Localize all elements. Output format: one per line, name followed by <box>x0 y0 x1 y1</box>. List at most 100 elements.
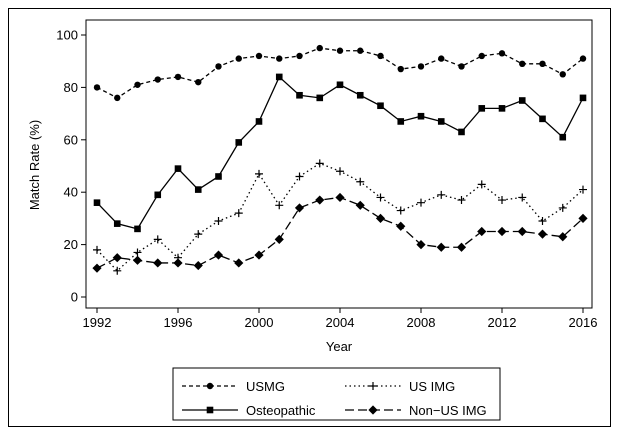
legend-marker-osteopathic <box>206 406 214 414</box>
data-point-non-us-img <box>193 260 203 271</box>
series-line-osteopathic <box>96 75 584 230</box>
data-point-usmg <box>438 55 445 62</box>
data-point-usmg <box>235 55 242 62</box>
x-tick-label: 2000 <box>245 315 274 330</box>
data-point-us-img <box>113 266 122 275</box>
data-point-us-img <box>133 248 142 257</box>
data-point-non-us-img <box>315 195 325 205</box>
data-point-non-us-img <box>436 242 446 252</box>
data-point-non-us-img <box>153 258 163 268</box>
y-tick-label: 0 <box>71 290 78 305</box>
data-point-usmg <box>397 65 404 73</box>
data-point-osteopathic <box>296 91 303 99</box>
data-point-osteopathic <box>539 115 546 123</box>
data-point-osteopathic <box>154 191 162 199</box>
y-tick-label: 60 <box>64 132 78 147</box>
data-point-osteopathic <box>235 139 243 146</box>
data-point-usmg <box>296 52 303 60</box>
data-point-non-us-img <box>416 240 426 250</box>
data-point-us-img <box>376 193 385 202</box>
data-point-us-img <box>93 245 101 254</box>
data-point-us-img <box>194 230 203 239</box>
data-point-osteopathic <box>316 94 324 102</box>
y-axis-title: Match Rate (%) <box>27 120 42 210</box>
data-point-osteopathic <box>417 112 425 120</box>
data-point-non-us-img <box>578 213 588 223</box>
data-point-usmg <box>134 81 141 88</box>
data-point-non-us-img <box>375 213 386 223</box>
data-point-us-img <box>538 217 547 226</box>
legend-label-non-us-img: Non−US IMG <box>409 403 487 418</box>
data-point-us-img <box>275 201 284 210</box>
legend-label-usmg: USMG <box>246 379 285 394</box>
data-point-us-img <box>518 193 527 202</box>
data-point-us-img <box>417 198 425 207</box>
data-point-osteopathic <box>93 199 101 206</box>
data-point-usmg <box>336 47 344 54</box>
data-point-osteopathic <box>478 105 486 112</box>
y-tick-label: 80 <box>64 80 78 95</box>
data-point-usmg <box>377 52 384 60</box>
data-point-non-us-img <box>558 232 568 242</box>
data-point-non-us-img <box>537 229 548 239</box>
data-point-usmg <box>154 76 161 83</box>
data-point-us-img <box>336 167 344 176</box>
data-point-usmg <box>316 44 323 52</box>
data-point-non-us-img <box>396 221 406 231</box>
data-point-non-us-img <box>254 250 264 260</box>
data-point-usmg <box>417 63 425 70</box>
y-tick-label: 40 <box>64 185 78 200</box>
data-point-us-img <box>356 177 365 186</box>
x-tick-label: 2016 <box>569 315 598 330</box>
data-point-us-img <box>457 196 466 205</box>
x-axis-title: Year <box>326 339 353 354</box>
data-point-non-us-img <box>234 258 244 268</box>
data-point-osteopathic <box>113 220 121 227</box>
data-point-usmg <box>255 52 263 60</box>
data-point-non-us-img <box>294 203 305 213</box>
data-point-non-us-img <box>517 226 527 237</box>
data-point-osteopathic <box>134 225 141 233</box>
data-point-us-img <box>255 169 263 178</box>
data-point-non-us-img <box>335 192 345 203</box>
data-point-non-us-img <box>497 226 507 237</box>
data-point-osteopathic <box>579 94 587 102</box>
data-point-us-img <box>477 180 486 189</box>
data-point-osteopathic <box>377 102 384 110</box>
legend-marker-us-img <box>369 382 377 390</box>
data-point-usmg <box>114 94 121 102</box>
data-point-us-img <box>153 235 162 244</box>
data-point-non-us-img <box>92 263 102 273</box>
data-point-osteopathic <box>336 81 344 89</box>
data-point-us-img <box>579 185 587 194</box>
data-point-usmg <box>174 73 182 81</box>
data-point-osteopathic <box>275 73 283 81</box>
legend-marker-usmg <box>206 382 214 390</box>
data-point-osteopathic <box>559 133 567 141</box>
data-point-non-us-img <box>456 242 467 252</box>
data-point-non-us-img <box>173 258 183 268</box>
data-point-usmg <box>539 60 546 68</box>
data-point-usmg <box>458 63 465 70</box>
data-point-us-img <box>234 209 243 218</box>
chart-frame <box>8 8 611 427</box>
data-point-osteopathic <box>437 118 445 125</box>
data-point-osteopathic <box>215 173 222 180</box>
series-line-usmg <box>96 47 584 99</box>
legend: USMG US IMG Osteopathic Non−US IMG <box>182 379 487 418</box>
series-line-non-us-img <box>96 196 584 269</box>
data-point-osteopathic <box>498 105 506 112</box>
legend-label-us-img: US IMG <box>409 379 455 394</box>
data-point-usmg <box>498 50 506 57</box>
data-point-osteopathic <box>397 118 405 125</box>
x-tick-label: 2012 <box>488 315 517 330</box>
data-point-non-us-img <box>355 200 365 210</box>
data-point-us-img <box>558 203 567 212</box>
data-point-usmg <box>215 63 222 70</box>
y-tick-label: 100 <box>56 28 78 43</box>
x-tick-label: 1992 <box>83 315 112 330</box>
legend-box <box>172 367 501 421</box>
data-point-usmg <box>478 52 485 60</box>
data-point-us-img <box>295 172 304 181</box>
data-point-usmg <box>276 55 283 62</box>
